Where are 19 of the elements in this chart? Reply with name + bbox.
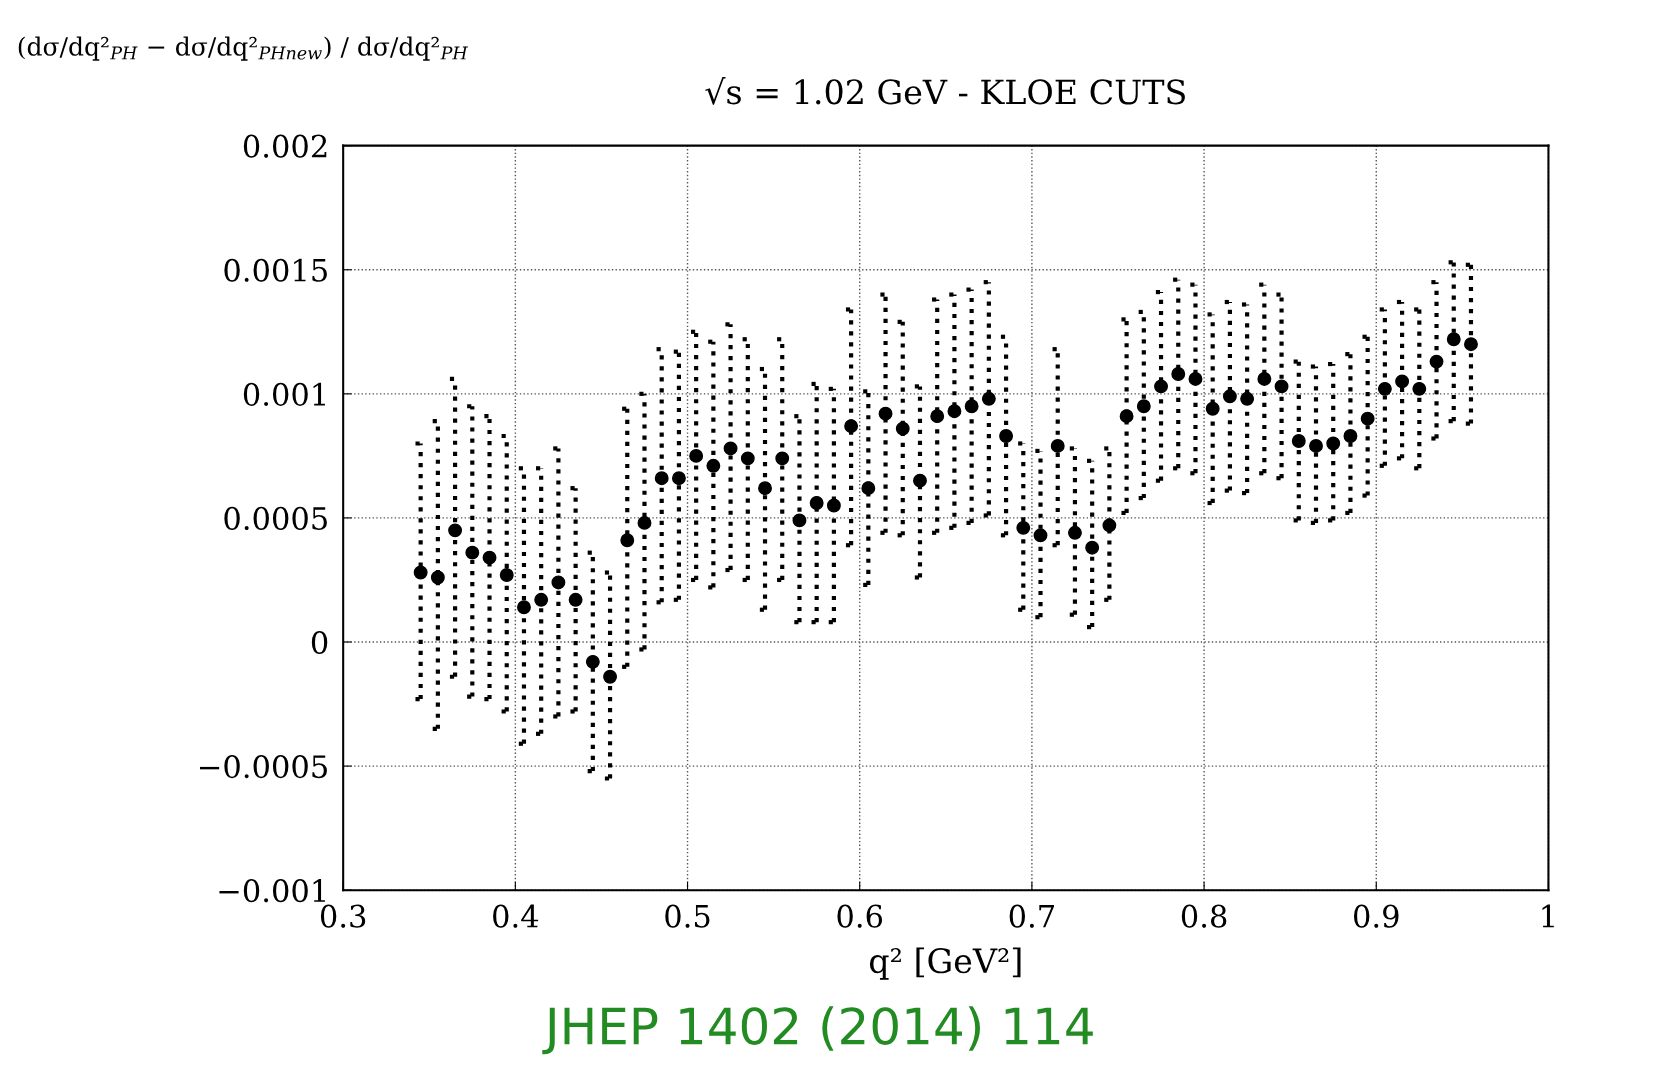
- x-tick-label: 0.5: [665, 904, 710, 928]
- x-tick-label: 0.3: [320, 904, 366, 928]
- x-tick-label: 0.4: [493, 904, 539, 928]
- y-tick-label: 0: [311, 630, 328, 655]
- x-tick-label: 0.7: [1009, 904, 1054, 928]
- y-tick-label: −0.001: [219, 879, 325, 903]
- y-axis-title: (dσ/dq²$_{PH}$ − dσ/dq²$_{PHnew}$) / dσ/dq²$_{PH}$: [18, 36, 468, 61]
- x-axis-title: q² [GeV²]: [869, 947, 1021, 980]
- y-tick-label: 0.001: [243, 382, 325, 406]
- text: JHEP 1402 (2014) 114: [542, 1006, 1093, 1055]
- y-tick-label: 0.0015: [224, 258, 327, 282]
- y-tick-label: 0.0005: [224, 506, 327, 530]
- x-tick-label: 0.8: [1181, 904, 1227, 928]
- y-tick-label: −0.0005: [200, 755, 327, 779]
- x-tick-label: 1: [1542, 904, 1554, 928]
- x-tick-label: 0.9: [1353, 904, 1399, 928]
- chart-title: √s = 1.02 GeV - KLOE CUTS: [705, 76, 1185, 105]
- x-tick-label: 0.6: [837, 904, 883, 928]
- y-tick-label: 0.002: [243, 134, 327, 158]
